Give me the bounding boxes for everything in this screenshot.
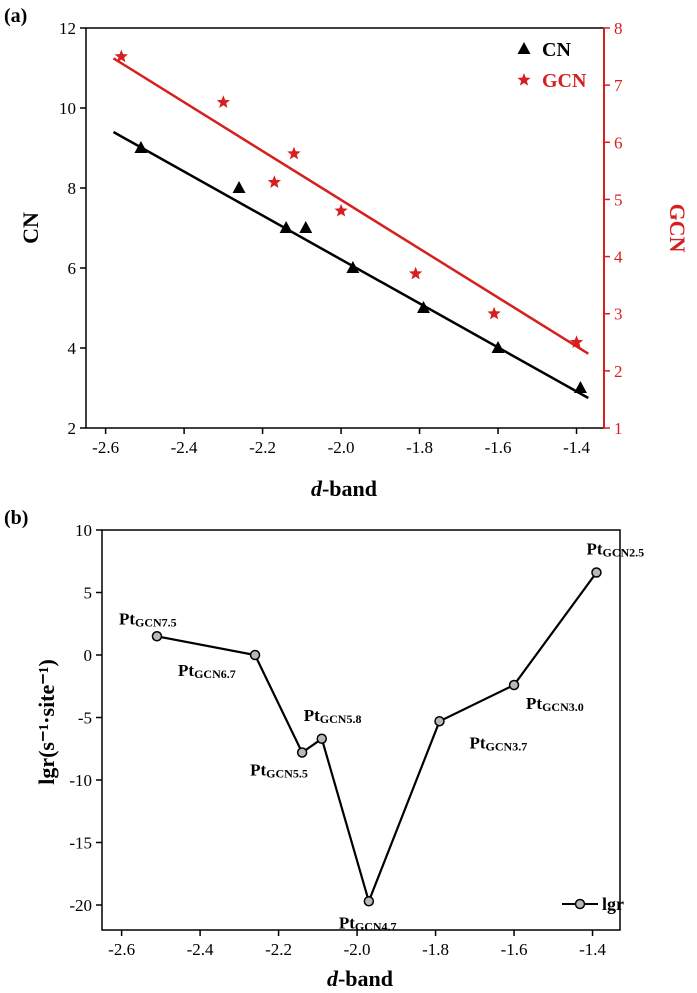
x-tick-label: -2.6 [92, 438, 119, 457]
gcn-fit-line [112, 57, 589, 355]
x-tick-label: -1.4 [579, 940, 606, 959]
x-tick-label: -2.4 [187, 940, 214, 959]
legend-gcn-label: GCN [542, 70, 587, 92]
legend-cn-label: CN [542, 39, 571, 61]
lgr-data-point [249, 649, 261, 661]
cn-data-point [491, 341, 505, 353]
x-tick-label: -1.8 [406, 438, 433, 457]
y-tick-label: 6 [68, 259, 77, 278]
gcn-data-point [287, 146, 301, 160]
point-label: PtGCN4.7 [339, 913, 397, 933]
y-tick-label: 4 [68, 339, 77, 358]
y2-tick-label: 4 [614, 248, 623, 267]
gcn-data-point [408, 266, 423, 280]
panel-a-plot-area: -2.6 -2.4 -2.2 -2.0 -1.8 -1.6 -1.4246810121234… [59, 19, 623, 457]
panel-label-a: (a) [4, 5, 27, 27]
panel-label-b: (b) [4, 507, 28, 529]
cn-data-point [416, 301, 430, 313]
y-tick-label: -15 [69, 834, 92, 853]
y2-tick-label: 3 [614, 305, 623, 324]
x-tick-label: -2.0 [344, 940, 371, 959]
lgr-data-point [151, 631, 163, 642]
x-tick-label: -2.2 [265, 940, 292, 959]
point-label: PtGCN3.0 [526, 694, 584, 714]
gcn-data-point [267, 175, 282, 188]
gcn-data-point [569, 335, 584, 348]
x-tick-label: -2.0 [328, 438, 355, 457]
x-tick-label: -1.6 [501, 940, 528, 959]
lgr-data-point [434, 716, 445, 727]
y-tick-label: -10 [69, 771, 92, 790]
panel-b-plot-area: -2.6 -2.4 -2.2 -2.0 -1.8 -1.6 -1.4 -20 -15 -10 -5 0… [69, 521, 644, 959]
lgr-data-point [508, 679, 520, 691]
point-label: PtGCN3.7 [469, 733, 527, 753]
panel-b-y-axis-label: lgr(s⁻¹·site⁻¹) [34, 659, 59, 785]
x-tick-label: -2.6 [108, 940, 135, 959]
gcn-data-point [216, 95, 231, 108]
y2-tick-label: 8 [614, 19, 623, 38]
y-tick-label: 10 [59, 99, 76, 118]
y-tick-label: 12 [59, 19, 76, 38]
x-tick-label: -2.2 [249, 438, 276, 457]
cn-data-point [346, 261, 360, 273]
panel-b-frame [101, 529, 621, 931]
x-tick-label: -1.4 [563, 438, 590, 457]
y2-tick-label: 1 [614, 419, 623, 438]
y-tick-label: 5 [84, 584, 93, 603]
y2-tick-label: 5 [614, 190, 623, 209]
cn-data-point [134, 141, 148, 153]
x-tick-label: -1.6 [485, 438, 512, 457]
legend-gcn-marker [517, 73, 531, 86]
panel-b-x-axis-label: d-band [327, 966, 393, 991]
point-label: PtGCN7.5 [119, 609, 177, 629]
lgr-data-point [296, 747, 308, 758]
y-tick-label: 8 [68, 179, 77, 198]
legend-lgr-marker [574, 898, 586, 910]
legend-cn-marker [517, 42, 531, 54]
panel-a-y-axis-label: CN [18, 212, 43, 244]
cn-data-point [299, 221, 313, 233]
y-tick-label: 2 [68, 419, 77, 438]
panel-a-y2-axis-label: GCN [665, 204, 690, 253]
point-label: PtGCN2.5 [586, 540, 644, 560]
panel-a-x-axis-label: d-band [311, 476, 377, 501]
cn-data-point [279, 221, 293, 233]
panel-a: (a) -2.6 -2.4 -2.2 -2.0 -1.8 -1.6 -1.424681012… [4, 5, 690, 501]
y2-tick-label: 2 [614, 362, 623, 381]
y2-tick-label: 6 [614, 133, 623, 152]
legend-lgr-label: lgr [602, 894, 624, 914]
lgr-data-point [591, 567, 602, 578]
cn-data-point [573, 381, 587, 393]
x-tick-label: -2.4 [171, 438, 198, 457]
y-tick-label: -20 [69, 896, 92, 915]
y-tick-label: 0 [84, 646, 93, 665]
lgr-data-point [316, 733, 328, 744]
lgr-data-point [363, 896, 375, 907]
lgr-series-line [156, 571, 598, 905]
gcn-data-point [334, 203, 348, 217]
x-tick-label: -1.8 [422, 940, 449, 959]
point-label: PtGCN6.7 [178, 661, 236, 681]
panel-b: (b) -2.6 -2.4 -2.2 -2.0 -1.8 -1.6 -1.4 -20 -15 -1… [4, 507, 644, 991]
point-label: PtGCN5.5 [250, 761, 308, 781]
y-tick-label: 10 [75, 521, 92, 540]
cn-data-point [232, 181, 246, 193]
gcn-data-point [114, 49, 128, 63]
point-label: PtGCN5.8 [304, 706, 362, 726]
y-tick-label: -5 [78, 709, 92, 728]
gcn-data-point [487, 306, 501, 320]
y2-tick-label: 7 [614, 76, 623, 95]
